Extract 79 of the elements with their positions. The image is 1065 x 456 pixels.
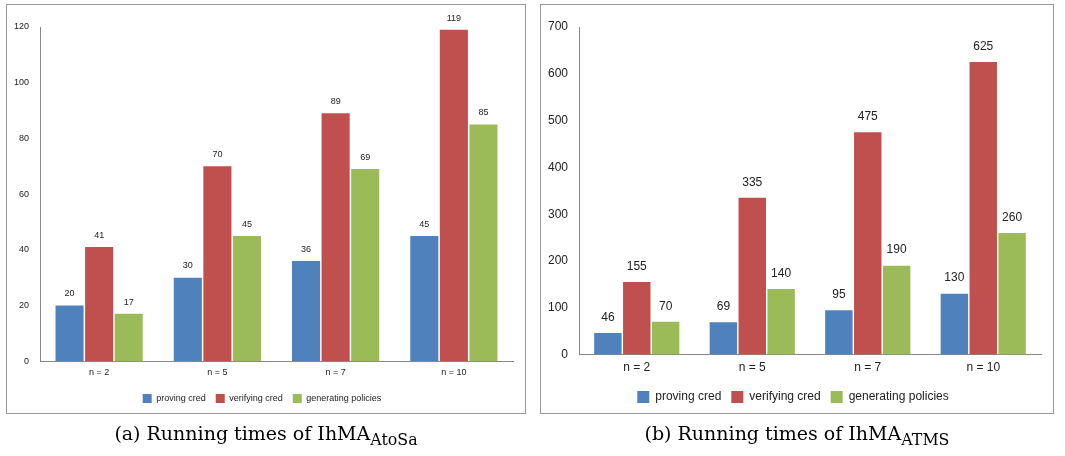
- y-tick-label: 0: [24, 355, 30, 366]
- data-label: 17: [123, 296, 134, 307]
- bar: [738, 197, 766, 355]
- x-tick-label: n = 7: [325, 367, 346, 378]
- bar: [854, 132, 882, 355]
- bar: [292, 260, 321, 362]
- data-label: 45: [419, 218, 430, 229]
- bar: [439, 29, 468, 362]
- text: (b) Running times of IhMA$_{ATMS}$: [644, 422, 950, 449]
- data-label: 475: [857, 109, 879, 124]
- bar: [203, 166, 232, 362]
- data-label: 70: [212, 149, 223, 160]
- y-tick-label: 0: [561, 346, 569, 361]
- legend-label: proving cred: [156, 392, 206, 403]
- bar: [594, 333, 622, 355]
- bar: [114, 313, 143, 362]
- bar: [709, 322, 738, 355]
- bar: [969, 62, 997, 355]
- bar: [351, 169, 380, 362]
- y-tick-label: 400: [547, 159, 569, 174]
- data-label: 36: [301, 243, 312, 254]
- bar: [940, 293, 969, 355]
- data-label: 30: [182, 260, 193, 271]
- data-label: 46: [601, 309, 615, 324]
- legend-label: verifying cred: [229, 392, 283, 403]
- x-tick-label: n = 2: [89, 367, 110, 378]
- y-tick-label: 100: [547, 300, 569, 315]
- y-tick-label: 20: [19, 299, 30, 310]
- y-tick-label: 40: [19, 244, 30, 255]
- y-tick-label: 500: [547, 112, 569, 127]
- x-tick-label: n = 2: [623, 360, 651, 375]
- bar: [651, 321, 680, 355]
- bar: [767, 289, 795, 355]
- text: (a) Running times of IhMA$_{AtoSa}$: [114, 422, 418, 449]
- y-tick-label: 200: [547, 253, 569, 268]
- x-tick-label: n = 10: [441, 367, 467, 378]
- data-label: 20: [64, 288, 75, 299]
- bar: [410, 235, 439, 362]
- y-tick-label: 600: [547, 66, 569, 81]
- data-label: 85: [478, 107, 489, 118]
- legend-label: generating policies: [306, 392, 382, 403]
- data-label: 335: [742, 174, 763, 189]
- y-tick-label: 120: [13, 21, 30, 32]
- y-tick-label: 100: [13, 77, 30, 88]
- bar: [998, 232, 1026, 355]
- x-tick-label: n = 5: [207, 367, 228, 378]
- legend-label: verifying cred: [749, 389, 821, 404]
- bar: [173, 277, 202, 362]
- bar: [882, 265, 911, 355]
- data-label: 45: [241, 218, 252, 229]
- data-label: 119: [446, 12, 462, 23]
- x-tick-label: n = 7: [854, 360, 882, 375]
- x-tick-label: n = 5: [738, 360, 767, 375]
- bar: [623, 282, 651, 355]
- data-label: 140: [771, 265, 792, 280]
- y-tick-label: 60: [19, 188, 30, 199]
- legend-label: proving cred: [655, 389, 722, 404]
- bar: [321, 113, 350, 362]
- data-label: 69: [360, 151, 371, 162]
- y-tick-label: 700: [547, 19, 569, 34]
- x-tick-label: n = 10: [966, 360, 1001, 375]
- data-label: 155: [626, 258, 648, 273]
- y-tick-label: 80: [19, 132, 30, 143]
- legend-label: generating policies: [848, 389, 949, 404]
- data-label: 130: [944, 270, 965, 285]
- data-label: 190: [886, 242, 907, 257]
- data-label: 41: [94, 229, 105, 240]
- data-label: 89: [330, 96, 341, 107]
- bar: [55, 305, 84, 362]
- bar: [469, 124, 498, 362]
- y-tick-label: 300: [547, 206, 569, 221]
- data-label: 260: [1002, 209, 1023, 224]
- data-label: 95: [832, 286, 846, 301]
- bar: [232, 235, 261, 362]
- bar: [825, 310, 853, 355]
- bar: [85, 247, 114, 362]
- data-label: 625: [973, 38, 994, 53]
- data-label: 69: [716, 299, 731, 314]
- data-label: 70: [658, 298, 673, 313]
